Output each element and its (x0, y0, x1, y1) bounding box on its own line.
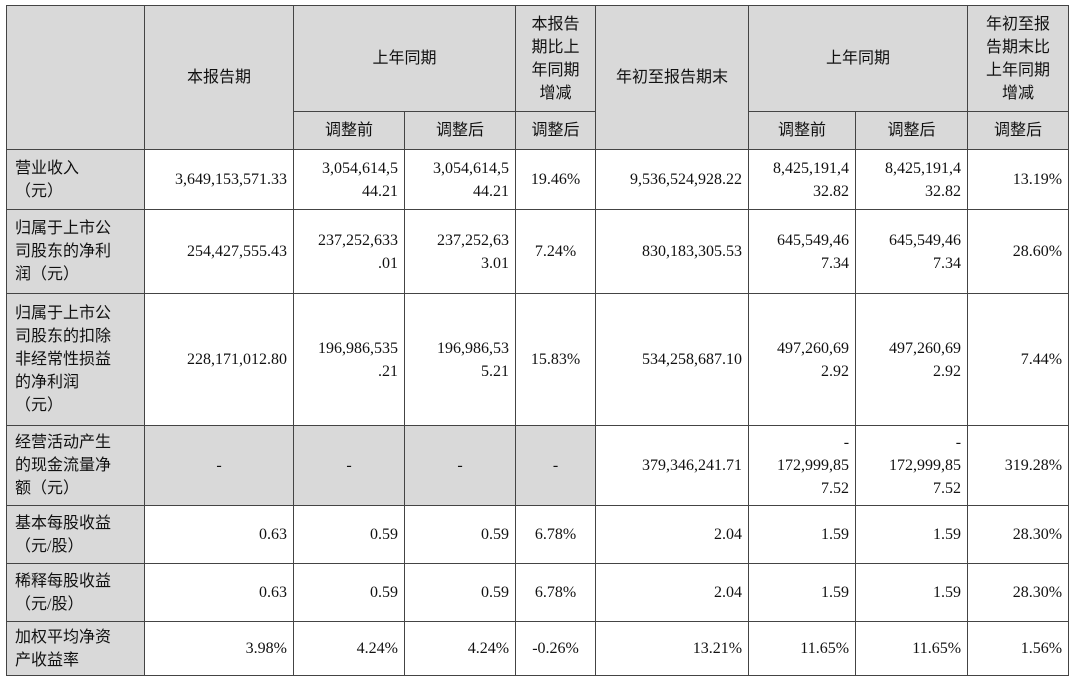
row-label: 稀释每股收益 （元/股） (6, 563, 145, 622)
header-corner-cell (6, 5, 145, 150)
cell-change: 19.46% (515, 149, 597, 210)
table-row-net-profit: 归属于上市公 司股东的净利 润（元） 254,427,555.43 237,25… (6, 209, 1070, 294)
table-row-diluted-eps: 稀释每股收益 （元/股） 0.63 0.59 0.59 6.78% 2.04 1… (6, 563, 1070, 622)
cell-current-period: 0.63 (144, 563, 294, 622)
cell-prior-before: 3,054,614,5 44.21 (293, 149, 405, 210)
cell-ytd: 534,258,687.10 (595, 293, 750, 426)
cell-ytd-change: 7.44% (967, 293, 1070, 426)
table-row-operating-revenue: 营业收入 （元） 3,649,153,571.33 3,054,614,5 44… (6, 149, 1070, 210)
cell-prior-ytd-before: 645,549,46 7.34 (748, 209, 857, 294)
cell-prior-ytd-after: 1.59 (855, 505, 969, 564)
cell-prior-before: - (293, 425, 405, 506)
cell-ytd-change: 28.30% (967, 505, 1070, 564)
row-label: 归属于上市公 司股东的净利 润（元） (6, 209, 145, 294)
table-row-basic-eps: 基本每股收益 （元/股） 0.63 0.59 0.59 6.78% 2.04 1… (6, 505, 1070, 564)
cell-prior-ytd-before: - 172,999,85 7.52 (748, 425, 857, 506)
cell-current-period: 0.63 (144, 505, 294, 564)
cell-ytd: 9,536,524,928.22 (595, 149, 750, 210)
cell-prior-ytd-after: 645,549,46 7.34 (855, 209, 969, 294)
cell-prior-ytd-after: 497,260,69 2.92 (855, 293, 969, 426)
cell-ytd: 2.04 (595, 505, 750, 564)
cell-prior-ytd-before: 11.65% (748, 621, 857, 676)
cell-prior-ytd-before: 497,260,69 2.92 (748, 293, 857, 426)
cell-ytd-change: 1.56% (967, 621, 1070, 676)
cell-current-period: 3,649,153,571.33 (144, 149, 294, 210)
subheader-ytd-before-adjustment: 调整前 (748, 111, 857, 150)
cell-ytd: 830,183,305.53 (595, 209, 750, 294)
cell-prior-after: 3,054,614,5 44.21 (403, 149, 517, 210)
cell-current-period: 254,427,555.43 (144, 209, 294, 294)
cell-prior-after: - (403, 425, 517, 506)
cell-change: 6.78% (515, 505, 597, 564)
cell-change: 6.78% (515, 563, 597, 622)
cell-prior-after: 196,986,53 5.21 (403, 293, 517, 426)
cell-prior-after: 0.59 (403, 563, 517, 622)
cell-prior-after: 4.24% (403, 621, 517, 676)
subheader-after-adjustment: 调整后 (403, 111, 517, 150)
row-label: 基本每股收益 （元/股） (6, 505, 145, 564)
cell-ytd-change: 13.19% (967, 149, 1070, 210)
row-label: 归属于上市公 司股东的扣除 非经常性损益 的净利润 （元） (6, 293, 145, 426)
cell-prior-ytd-after: 8,425,191,4 32.82 (855, 149, 969, 210)
header-year-to-date: 年初至报告期末 (595, 5, 750, 150)
cell-prior-ytd-after: - 172,999,85 7.52 (855, 425, 969, 506)
cell-prior-ytd-before: 8,425,191,4 32.82 (748, 149, 857, 210)
cell-ytd-change: 28.30% (967, 563, 1070, 622)
cell-ytd: 379,346,241.71 (595, 425, 750, 506)
row-label: 营业收入 （元） (6, 149, 145, 210)
cell-change: 7.24% (515, 209, 597, 294)
cell-prior-before: 0.59 (293, 505, 405, 564)
cell-prior-before: 0.59 (293, 563, 405, 622)
header-ytd-change-vs-prior-year: 年初至报 告期末比 上年同期 增减 (967, 5, 1070, 112)
subheader-ytd-after-adjustment: 调整后 (855, 111, 969, 150)
cell-current-period: - (144, 425, 294, 506)
cell-ytd-change: 28.60% (967, 209, 1070, 294)
cell-current-period: 228,171,012.80 (144, 293, 294, 426)
subheader-ytd-change-after-adjustment: 调整后 (967, 111, 1070, 150)
table-row-net-profit-excl-nonrecurring: 归属于上市公 司股东的扣除 非经常性损益 的净利润 （元） 228,171,01… (6, 293, 1070, 426)
header-current-period: 本报告期 (144, 5, 294, 150)
cell-ytd: 13.21% (595, 621, 750, 676)
cell-prior-after: 237,252,63 3.01 (403, 209, 517, 294)
cell-prior-ytd-before: 1.59 (748, 563, 857, 622)
table-row-weighted-roe: 加权平均净资 产收益率 3.98% 4.24% 4.24% -0.26% 13.… (6, 621, 1070, 676)
cell-prior-before: 4.24% (293, 621, 405, 676)
header-prior-year-period: 上年同期 (292, 5, 517, 112)
cell-ytd-change: 319.28% (967, 425, 1070, 506)
cell-prior-ytd-after: 11.65% (855, 621, 969, 676)
cell-current-period: 3.98% (144, 621, 294, 676)
header-prior-year-ytd: 上年同期 (748, 5, 969, 112)
cell-prior-ytd-before: 1.59 (748, 505, 857, 564)
cell-prior-ytd-after: 1.59 (855, 563, 969, 622)
cell-prior-after: 0.59 (403, 505, 517, 564)
row-label: 加权平均净资 产收益率 (6, 621, 145, 676)
row-label: 经营活动产生 的现金流量净 额（元） (6, 425, 145, 506)
cell-prior-before: 237,252,633 .01 (293, 209, 405, 294)
cell-ytd: 2.04 (595, 563, 750, 622)
cell-change: 15.83% (515, 293, 597, 426)
cell-change: - (515, 425, 597, 506)
cell-prior-before: 196,986,535 .21 (293, 293, 405, 426)
subheader-before-adjustment: 调整前 (293, 111, 405, 150)
subheader-change-after-adjustment: 调整后 (515, 111, 597, 150)
header-change-vs-prior-year: 本报告 期比上 年同期 增减 (515, 5, 597, 112)
table-row-operating-cash-flow: 经营活动产生 的现金流量净 额（元） - - - - 379,346,241.7… (6, 425, 1070, 506)
cell-change: -0.26% (515, 621, 597, 676)
financial-data-table: 本报告期 上年同期 本报告 期比上 年同期 增减 年初至报告期末 上年同期 年初… (6, 5, 1070, 676)
